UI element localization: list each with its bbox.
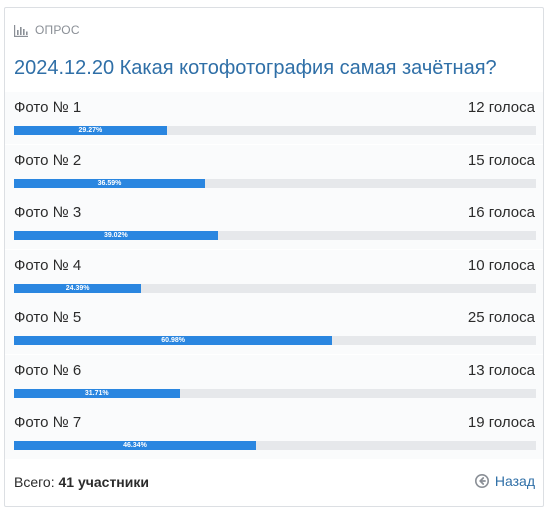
back-button[interactable]: Назад — [474, 473, 535, 489]
option-percent-label: 29.27% — [78, 127, 103, 134]
poll-card: ОПРОС 2024.12.20 Какая котофотография са… — [4, 7, 544, 507]
poll-option: Фото № 7 19 голоса 46.34% — [5, 407, 543, 459]
option-votes: 12 голоса — [467, 99, 535, 116]
option-bar-track: 36.59% — [14, 179, 536, 188]
option-name: Фото № 2 — [14, 152, 82, 169]
poll-header: ОПРОС — [14, 22, 80, 38]
option-votes: 13 голоса — [467, 362, 535, 379]
poll-title: 2024.12.20 Какая котофотография самая за… — [14, 57, 497, 79]
option-percent-label: 39.02% — [103, 232, 128, 239]
option-percent-label: 31.71% — [84, 390, 109, 397]
poll-header-label: ОПРОС — [35, 23, 80, 37]
option-bar-fill: 29.27% — [14, 126, 167, 135]
option-bar-fill: 31.71% — [14, 389, 180, 398]
option-votes: 16 голоса — [467, 204, 535, 221]
option-bar-fill: 60.98% — [14, 336, 333, 345]
option-bar-track: 29.27% — [14, 126, 536, 135]
option-name: Фото № 1 — [14, 99, 82, 116]
total-count: 41 участники — [58, 474, 149, 490]
option-percent-label: 24.39% — [65, 285, 90, 292]
option-bar-fill: 39.02% — [14, 231, 218, 240]
option-percent-label: 36.59% — [97, 180, 122, 187]
option-name: Фото № 7 — [14, 414, 82, 431]
poll-option: Фото № 6 13 голоса 31.71% — [5, 355, 543, 407]
poll-option: Фото № 4 10 голоса 24.39% — [5, 250, 543, 302]
option-name: Фото № 4 — [14, 257, 82, 274]
option-votes: 10 голоса — [467, 257, 535, 274]
option-name: Фото № 5 — [14, 309, 82, 326]
option-name: Фото № 6 — [14, 362, 82, 379]
option-bar-track: 60.98% — [14, 336, 536, 345]
option-votes: 15 голоса — [467, 152, 535, 169]
option-bar-track: 39.02% — [14, 231, 536, 240]
poll-option: Фото № 5 25 голоса 60.98% — [5, 302, 543, 354]
poll-total: Всего: 41 участники — [14, 474, 149, 490]
option-votes: 25 голоса — [467, 309, 535, 326]
option-name: Фото № 3 — [14, 204, 82, 221]
poll-option: Фото № 1 12 голоса 29.27% — [5, 92, 543, 144]
total-prefix: Всего: — [14, 474, 55, 490]
circle-arrow-left-icon — [474, 474, 489, 488]
option-votes: 19 голоса — [467, 414, 535, 431]
back-label[interactable]: Назад — [494, 473, 535, 489]
poll-option: Фото № 3 16 голоса 39.02% — [5, 197, 543, 249]
option-bar-track: 31.71% — [14, 389, 536, 398]
option-percent-label: 60.98% — [161, 337, 186, 344]
option-bar-track: 46.34% — [14, 441, 536, 450]
option-bar-fill: 46.34% — [14, 441, 256, 450]
option-percent-label: 46.34% — [123, 442, 147, 449]
bar-chart-icon — [14, 24, 28, 37]
poll-option: Фото № 2 15 голоса 36.59% — [5, 145, 543, 197]
option-bar-fill: 24.39% — [14, 284, 142, 293]
option-bar-fill: 36.59% — [14, 179, 205, 188]
option-bar-track: 24.39% — [14, 284, 536, 293]
